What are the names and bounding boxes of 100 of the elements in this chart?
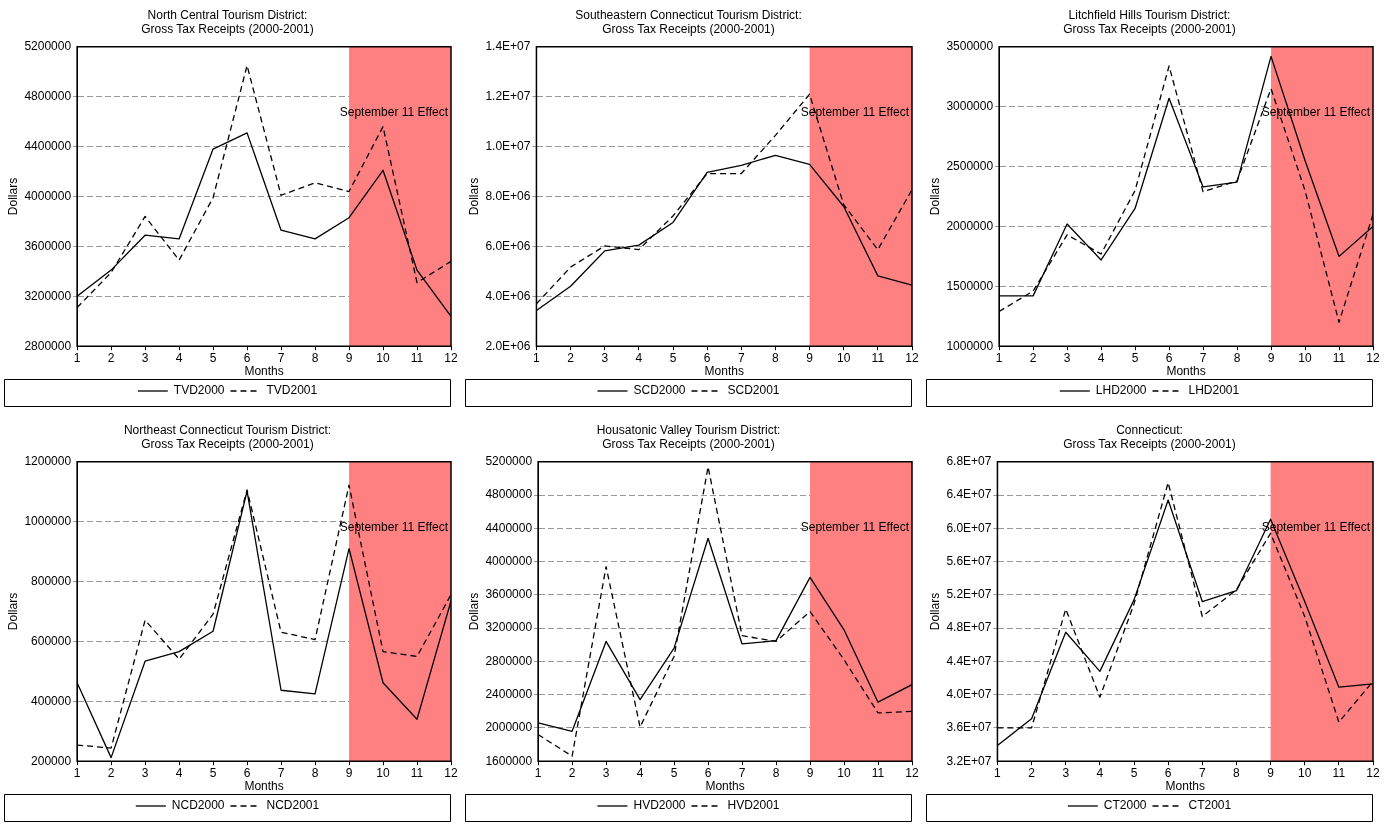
x-tick-label: 4 [175,350,183,365]
y-tick-label: 4000000 [485,553,533,568]
y-axis-title: Dollars [927,592,942,631]
x-tick-label: 6 [703,350,711,365]
y-tick-label: 4.4E+07 [946,653,992,668]
x-tick-label: 12 [905,350,919,365]
y-tick-label: 3600000 [24,238,72,253]
y-axis-title: Dollars [466,592,481,631]
x-tick-label: 1 [534,765,542,780]
x-tick-label: 4 [636,765,644,780]
y-tick-label: 3.2E+07 [946,753,992,768]
x-tick-label: 11 [1332,765,1346,780]
x-axis-title: Months [705,779,745,794]
legend-label: HVD2000 [633,798,686,813]
x-tick-label: 5 [1131,350,1139,365]
legend-label: NCD2000 [171,798,225,813]
y-tick-label: 2500000 [946,158,994,173]
x-tick-label: 6 [1165,350,1173,365]
x-axis-title: Months [244,779,284,794]
y-tick-label: 4.0E+06 [485,288,531,303]
x-tick-label: 12 [1366,350,1380,365]
y-tick-label: 4800000 [24,89,72,104]
y-tick-label: 2400000 [485,686,533,701]
chart-title: Litchfield Hills Tourism District: Gross Tax Receipts (2000-2001) [1063,7,1236,36]
x-tick-label: 1 [533,350,541,365]
y-tick-label: 400000 [31,693,72,708]
chart-title: Housatonic Valley Tourism District: Gross Tax Receipts (2000-2001) [596,422,781,451]
x-tick-label: 4 [1096,765,1104,780]
y-tick-label: 4000000 [24,188,72,203]
x-tick-label: 9 [345,350,353,365]
y-tick-label: 800000 [31,573,72,588]
y-tick-label: 2800000 [485,653,533,668]
x-tick-label: 9 [806,350,814,365]
y-tick-label: 4400000 [24,138,72,153]
y-tick-label: 5.2E+07 [946,587,992,602]
x-tick-label: 9 [345,765,353,780]
x-tick-label: 10 [1298,350,1313,365]
y-tick-label: 8.0E+06 [485,188,531,203]
band-label: September 11 Effect [800,104,910,119]
x-tick-label: 8 [772,350,780,365]
y-tick-label: 6.8E+07 [946,454,992,469]
x-tick-label: 10 [376,350,391,365]
x-tick-label: 2 [567,350,575,365]
x-tick-label: 8 [772,765,780,780]
y-tick-label: 4.8E+07 [946,620,992,635]
y-tick-label: 3000000 [946,98,994,113]
x-tick-label: 5 [209,765,217,780]
y-tick-label: 6.0E+06 [485,238,531,253]
y-tick-label: 2800000 [24,338,72,353]
y-tick-label: 1200000 [24,454,72,469]
y-tick-label: 3600000 [485,587,533,602]
x-tick-label: 7 [738,765,746,780]
legend-label: LHD2000 [1095,383,1147,398]
chart-title: Southeastern Connecticut Tourism District: Gross Tax Receipts (2000-2001) [575,7,802,36]
x-tick-label: 4 [1097,350,1105,365]
x-tick-label: 1 [994,765,1002,780]
x-tick-label: 2 [107,350,115,365]
x-tick-label: 2 [568,765,576,780]
legend-label: SCD2001 [727,383,780,398]
x-tick-label: 5 [670,765,678,780]
x-tick-label: 8 [1233,350,1241,365]
y-tick-label: 5.6E+07 [946,553,992,568]
x-tick-label: 3 [602,765,610,780]
y-axis-title: Dollars [5,592,20,631]
y-tick-label: 4400000 [485,520,533,535]
y-axis-title: Dollars [466,177,481,216]
x-tick-label: 3 [1063,350,1071,365]
x-tick-label: 2 [1029,350,1037,365]
y-tick-label: 4.0E+07 [946,686,992,701]
y-tick-label: 6.0E+07 [946,520,992,535]
legend-label: TVD2001 [266,383,318,398]
chart-title: North Central Tourism District: Gross Tax Receipts (2000-2001) [141,7,314,36]
x-tick-label: 8 [1233,765,1241,780]
y-tick-label: 2000000 [946,218,994,233]
chart-title: Northeast Connecticut Tourism District: Gross Tax Receipts (2000-2001) [123,422,332,451]
legend-label: CT2001 [1188,798,1232,813]
y-tick-label: 1500000 [946,278,994,293]
y-tick-label: 6.4E+07 [946,487,992,502]
legend-label: SCD2000 [633,383,686,398]
band-label: September 11 Effect [800,519,910,534]
x-tick-label: 5 [669,350,677,365]
y-axis-title: Dollars [927,177,942,216]
band-label: September 11 Effect [339,104,449,119]
y-tick-label: 1.4E+07 [485,39,531,54]
x-tick-label: 9 [1267,350,1275,365]
x-tick-label: 11 [410,765,424,780]
x-tick-label: 7 [277,765,285,780]
legend-label: NCD2001 [266,798,320,813]
x-tick-label: 3 [141,350,149,365]
x-tick-label: 1 [73,350,81,365]
x-tick-label: 9 [1267,765,1275,780]
x-tick-label: 7 [1199,350,1207,365]
y-tick-label: 3500000 [946,39,994,54]
x-axis-title: Months [244,364,284,379]
y-tick-label: 3.6E+07 [946,720,992,735]
y-tick-label: 5200000 [485,454,533,469]
x-tick-label: 2 [1028,765,1036,780]
y-tick-label: 3200000 [24,288,72,303]
x-tick-label: 6 [704,765,712,780]
x-tick-label: 7 [737,350,745,365]
